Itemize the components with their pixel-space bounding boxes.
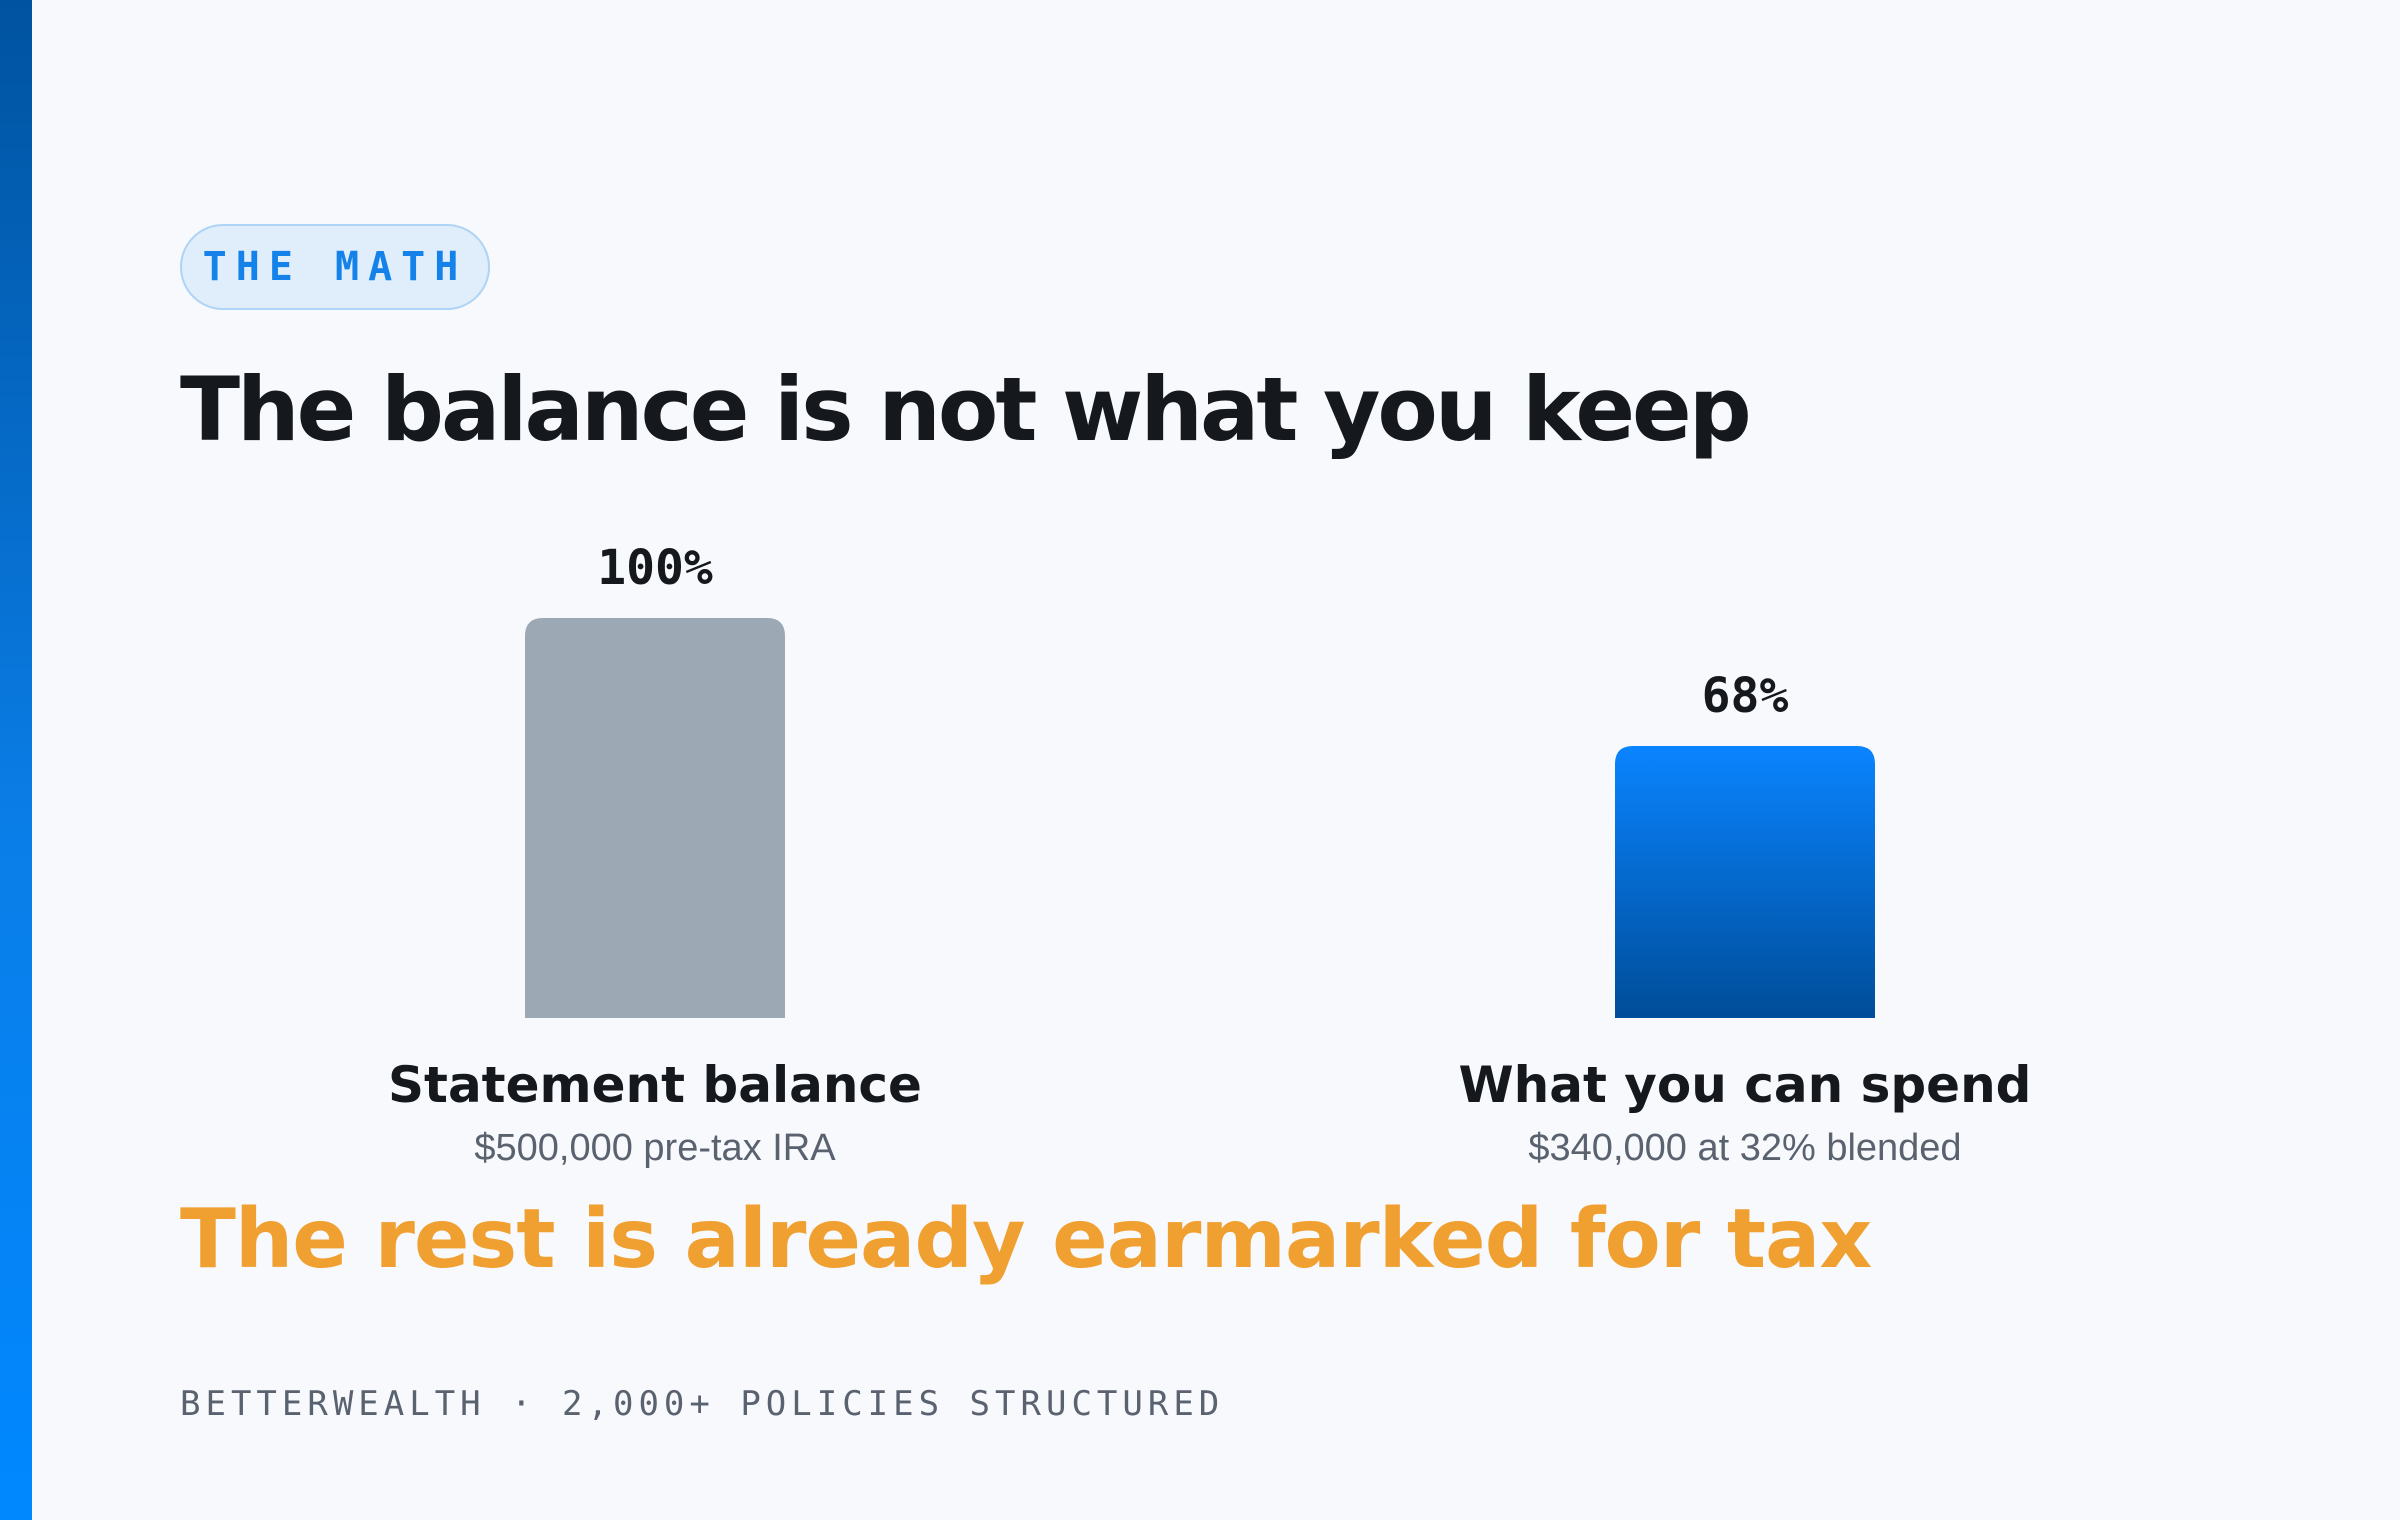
tagline: The rest is already earmarked for tax [180, 1192, 1872, 1287]
footer-text: BETTERWEALTH · 2,000+ POLICIES STRUCTURE… [180, 1384, 1225, 1424]
category-subtitle-2: $340,000 at 32% blended [1528, 1127, 1961, 1169]
value-label-1: 100% [597, 540, 713, 596]
category-label-1: Statement balance [388, 1056, 922, 1114]
bar-1 [525, 618, 785, 1018]
eyebrow-badge: THE MATH [180, 224, 490, 310]
value-label-2: 68% [1702, 668, 1789, 724]
page-title: The balance is not what you keep [180, 358, 1752, 461]
bar-2 [1615, 746, 1875, 1018]
category-label-2: What you can spend [1459, 1056, 2032, 1114]
category-subtitle-1: $500,000 pre-tax IRA [474, 1127, 836, 1169]
accent-bar [0, 0, 32, 1520]
